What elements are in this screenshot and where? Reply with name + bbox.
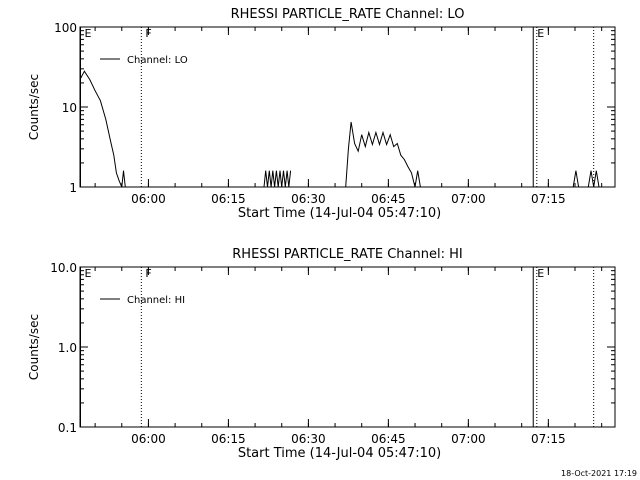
- series-line-segment: [572, 170, 580, 187]
- legend-label: Channel: HI: [127, 295, 185, 306]
- series-line-segment: [80, 70, 123, 187]
- y-tick-label: 1: [69, 181, 77, 195]
- x-tick-label: 06:15: [211, 192, 246, 206]
- event-marker-label: E: [537, 267, 544, 280]
- x-tick-label: 06:45: [371, 432, 406, 446]
- event-marker-label: F: [145, 267, 151, 280]
- y-axis-label: Counts/sec: [27, 74, 41, 140]
- x-tick-label: 07:00: [451, 432, 486, 446]
- event-marker-label: F: [145, 27, 151, 40]
- y-tick-label: 0.1: [58, 421, 77, 435]
- x-tick-label: 06:00: [131, 192, 166, 206]
- chart-title: RHESSI PARTICLE_RATE Channel: HI: [232, 247, 462, 262]
- plot-frame: [79, 266, 616, 428]
- chart-title: RHESSI PARTICLE_RATE Channel: LO: [231, 7, 465, 22]
- y-tick-label: 1.0: [58, 341, 77, 355]
- data-layer: [80, 70, 600, 187]
- x-tick-label: 06:15: [211, 432, 246, 446]
- series-line-segment: [587, 170, 600, 187]
- event-marker-label: E: [537, 27, 544, 40]
- y-tick-label: 10: [62, 101, 77, 115]
- x-tick-label: 07:15: [531, 192, 566, 206]
- y-tick-label: 10.0: [50, 261, 77, 275]
- x-tick-label: 07:15: [531, 432, 566, 446]
- x-axis-label: Start Time (14-Jul-04 05:47:10): [238, 206, 441, 221]
- x-tick-label: 06:00: [131, 432, 166, 446]
- x-tick-label: 06:45: [371, 192, 406, 206]
- series-line-segment: [414, 170, 421, 187]
- timestamp: 18-Oct-2021 17:19: [561, 469, 637, 478]
- series-line-segment: [121, 170, 126, 187]
- event-marker-label: E: [85, 27, 92, 40]
- legend-label: Channel: LO: [127, 55, 188, 66]
- x-axis-label: Start Time (14-Jul-04 05:47:10): [238, 446, 441, 461]
- chart-panel-lo: RHESSI PARTICLE_RATE Channel: LO 1 10 100 06…: [27, 7, 616, 221]
- x-tick-label: 07:00: [451, 192, 486, 206]
- x-tick-label: 06:30: [291, 192, 326, 206]
- x-tick-label: 06:30: [291, 432, 326, 446]
- y-tick-label: 100: [54, 21, 77, 35]
- series-line-segment: [345, 121, 416, 187]
- y-axis-label: Counts/sec: [27, 314, 41, 380]
- event-marker-label: E: [85, 267, 92, 280]
- chart-panel-hi: RHESSI PARTICLE_RATE Channel: HI 0.1 1.0 10…: [27, 247, 616, 461]
- series-line-segment: [263, 170, 292, 187]
